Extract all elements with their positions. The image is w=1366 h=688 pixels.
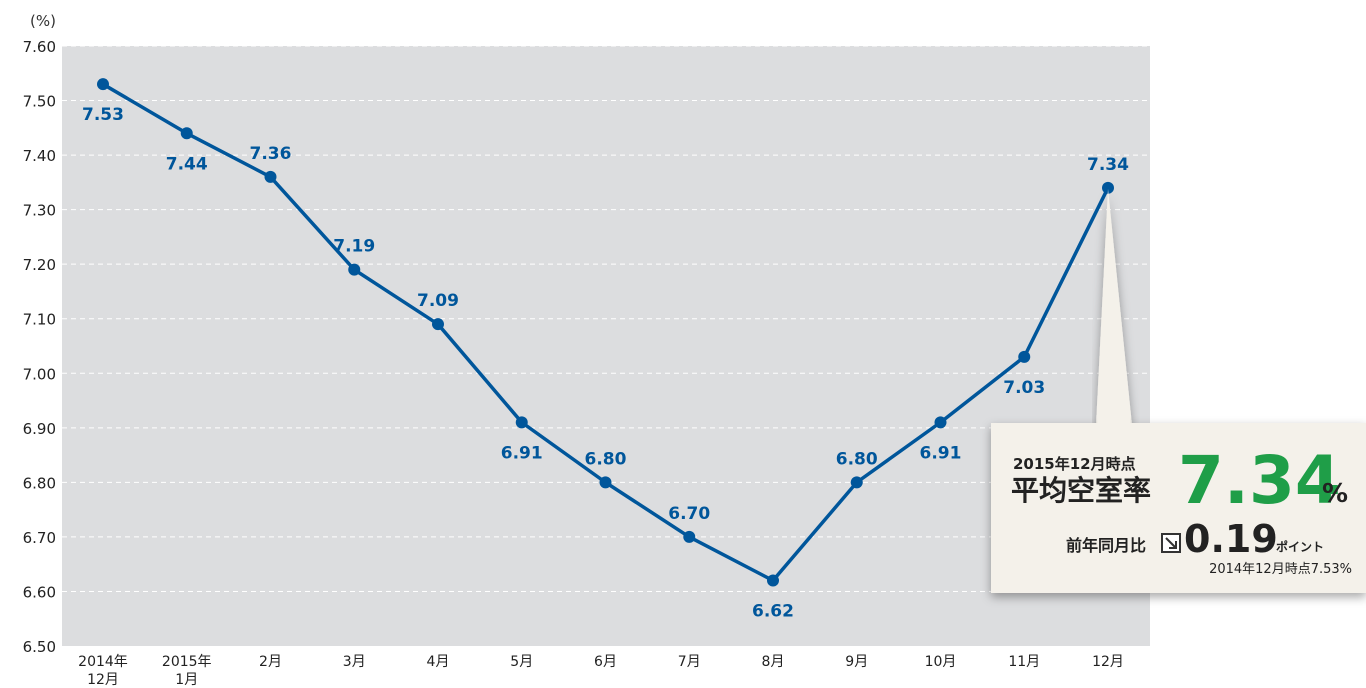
y-unit-label: (%) [30,12,56,30]
x-axis: 2014年 12月 2015年 1月 2月 3月 4月 5月 6月 7月 8月 9月 10月 11月 12月 [78,654,1124,688]
data-label: 7.19 [333,237,375,257]
x-tick-label: 8月 [762,654,785,670]
data-label: 7.53 [82,105,124,125]
data-point [180,127,193,140]
data-label: 6.62 [752,602,794,622]
callout-value: 7.34 [1178,442,1341,519]
x-tick-label: 2月 [259,654,282,670]
data-label: 7.09 [417,291,459,311]
data-label: 7.34 [1087,155,1129,175]
data-label: 7.03 [1003,378,1045,398]
previous-year-note: 2014年12月時点7.53% [1209,562,1352,577]
data-point [683,530,696,543]
plot-area [62,46,1150,646]
y-tick-label: 6.80 [23,474,56,492]
y-tick-label: 7.40 [23,147,56,165]
data-label: 6.91 [501,443,543,463]
y-axis: 6.50 6.60 6.70 6.80 6.90 7.00 7.10 7.20 7.30 7.40… [23,38,56,656]
data-point [97,78,109,91]
x-tick-label: 11月 [1008,654,1040,670]
x-tick-label: 7月 [678,654,701,670]
yoy-unit: ポイント [1276,539,1324,554]
data-point [850,476,863,489]
data-point [1102,181,1114,194]
data-point [432,318,444,331]
x-tick-label: 9月 [845,654,868,670]
y-tick-label: 7.00 [23,365,56,383]
callout-box [991,423,1366,593]
y-tick-label: 6.70 [23,529,56,547]
y-tick-label: 7.30 [23,202,56,220]
data-label: 6.80 [585,449,627,469]
yoy-label: 前年同月比 [1066,536,1146,555]
data-point [264,170,277,183]
grid-lines [62,45,1150,592]
data-point [767,574,779,587]
data-label: 6.70 [668,504,710,524]
x-tick-label: 10月 [925,654,957,670]
x-tick-label: 3月 [343,654,366,670]
data-label: 7.44 [166,154,208,174]
yoy-value: 0.19 [1184,517,1278,561]
callout-date-label: 2015年12月時点 [1013,455,1136,473]
data-point [348,263,361,276]
x-tick-label: 6月 [594,654,617,670]
data-point [934,416,947,429]
data-label: 6.91 [920,443,962,463]
y-tick-label: 6.90 [23,420,56,438]
y-tick-label: 7.60 [23,38,56,56]
y-tick-label: 7.20 [23,256,56,274]
x-tick-label: 2015年 1月 [162,654,212,688]
series-line [97,78,1114,587]
x-tick-label: 2014年 12月 [78,654,128,688]
y-tick-label: 6.60 [23,583,56,601]
average-vacancy-callout: 2015年12月時点 平均空室率 7.34 % 前年同月比 0.19 ポイント … [991,189,1366,593]
down-arrow-icon [1161,533,1181,553]
x-tick-label: 4月 [427,654,450,670]
callout-pointer-cover [1097,192,1131,428]
x-tick-label: 5月 [510,654,533,670]
data-point [599,476,612,489]
y-tick-label: 6.50 [23,638,56,656]
data-labels: 7.53 7.44 7.36 7.19 7.09 6.91 6.80 6.70 6.62 6.80… [82,105,1129,621]
callout-unit: % [1322,479,1348,509]
y-tick-label: 7.50 [23,93,56,111]
x-tick-label: 12月 [1092,654,1124,670]
y-tick-label: 7.10 [23,311,56,329]
callout-title: 平均空室率 [1011,474,1151,507]
data-label: 6.80 [836,449,878,469]
data-point [1018,350,1031,363]
data-point [515,416,528,429]
data-label: 7.36 [250,144,292,164]
